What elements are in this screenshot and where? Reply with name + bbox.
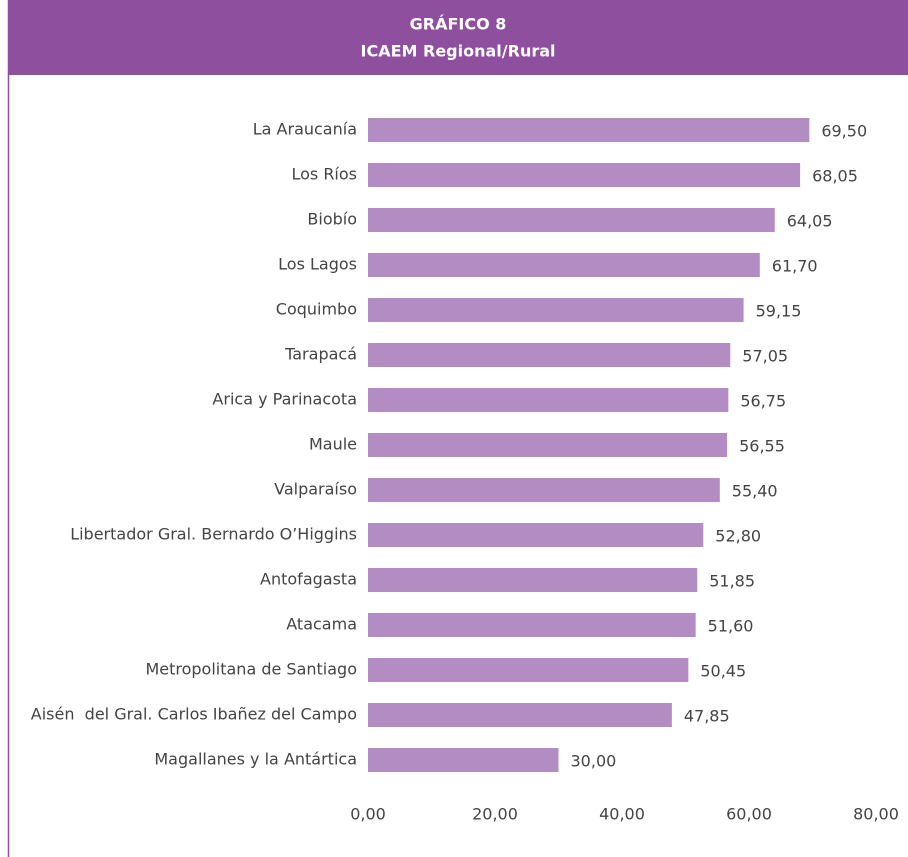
x-tick-label: 20,00 [472, 805, 518, 824]
x-tick-label: 40,00 [599, 805, 645, 824]
value-label: 64,05 [787, 212, 833, 231]
value-label: 56,55 [739, 437, 785, 456]
value-label: 52,80 [715, 527, 761, 546]
y-tick-label: Valparaíso [274, 480, 357, 499]
bar [368, 748, 559, 772]
bar [368, 118, 810, 142]
bar [368, 253, 760, 277]
y-tick-label: Magallanes y la Antártica [154, 750, 357, 769]
y-tick-label: Los Lagos [278, 255, 357, 274]
y-tick-label: Libertador Gral. Bernardo O’Higgins [70, 525, 357, 544]
value-label: 55,40 [732, 482, 778, 501]
value-label: 69,50 [821, 122, 867, 141]
chart-subtitle: ICAEM Regional/Rural [361, 42, 556, 61]
value-label: 61,70 [772, 257, 818, 276]
value-label: 68,05 [812, 167, 858, 186]
y-tick-label: Antofagasta [260, 570, 357, 589]
x-tick-label: 60,00 [726, 805, 772, 824]
bar [368, 208, 775, 232]
y-tick-label: Maule [309, 435, 357, 454]
y-tick-label: Los Ríos [291, 165, 357, 184]
bar [368, 478, 720, 502]
y-tick-label: Atacama [286, 615, 357, 634]
x-tick-label: 80,00 [853, 805, 899, 824]
bar [368, 703, 672, 727]
bar [368, 298, 744, 322]
y-tick-label: Aisén del Gral. Carlos Ibañez del Campo [31, 705, 357, 724]
y-tick-label: La Araucanía [253, 120, 357, 139]
value-label: 59,15 [756, 302, 802, 321]
value-label: 50,45 [700, 662, 746, 681]
header [8, 0, 908, 75]
value-label: 47,85 [684, 707, 730, 726]
value-label: 30,00 [571, 752, 617, 771]
bar [368, 343, 731, 367]
y-tick-label: Arica y Parinacota [212, 390, 357, 409]
value-label: 51,85 [709, 572, 755, 591]
bar [368, 568, 698, 592]
bar [368, 163, 801, 187]
bar [368, 523, 704, 547]
bar [368, 613, 696, 637]
y-tick-label: Tarapacá [284, 345, 357, 364]
y-tick-label: Metropolitana de Santiago [145, 660, 357, 679]
bar [368, 658, 689, 682]
bar [368, 433, 728, 457]
x-tick-label: 0,00 [350, 805, 386, 824]
value-label: 51,60 [708, 617, 754, 636]
value-label: 57,05 [742, 347, 788, 366]
value-label: 56,75 [740, 392, 786, 411]
y-tick-label: Biobío [307, 210, 357, 229]
y-tick-label: Coquimbo [276, 300, 357, 319]
chart-title: GRÁFICO 8 [410, 15, 507, 34]
bar [368, 388, 729, 412]
